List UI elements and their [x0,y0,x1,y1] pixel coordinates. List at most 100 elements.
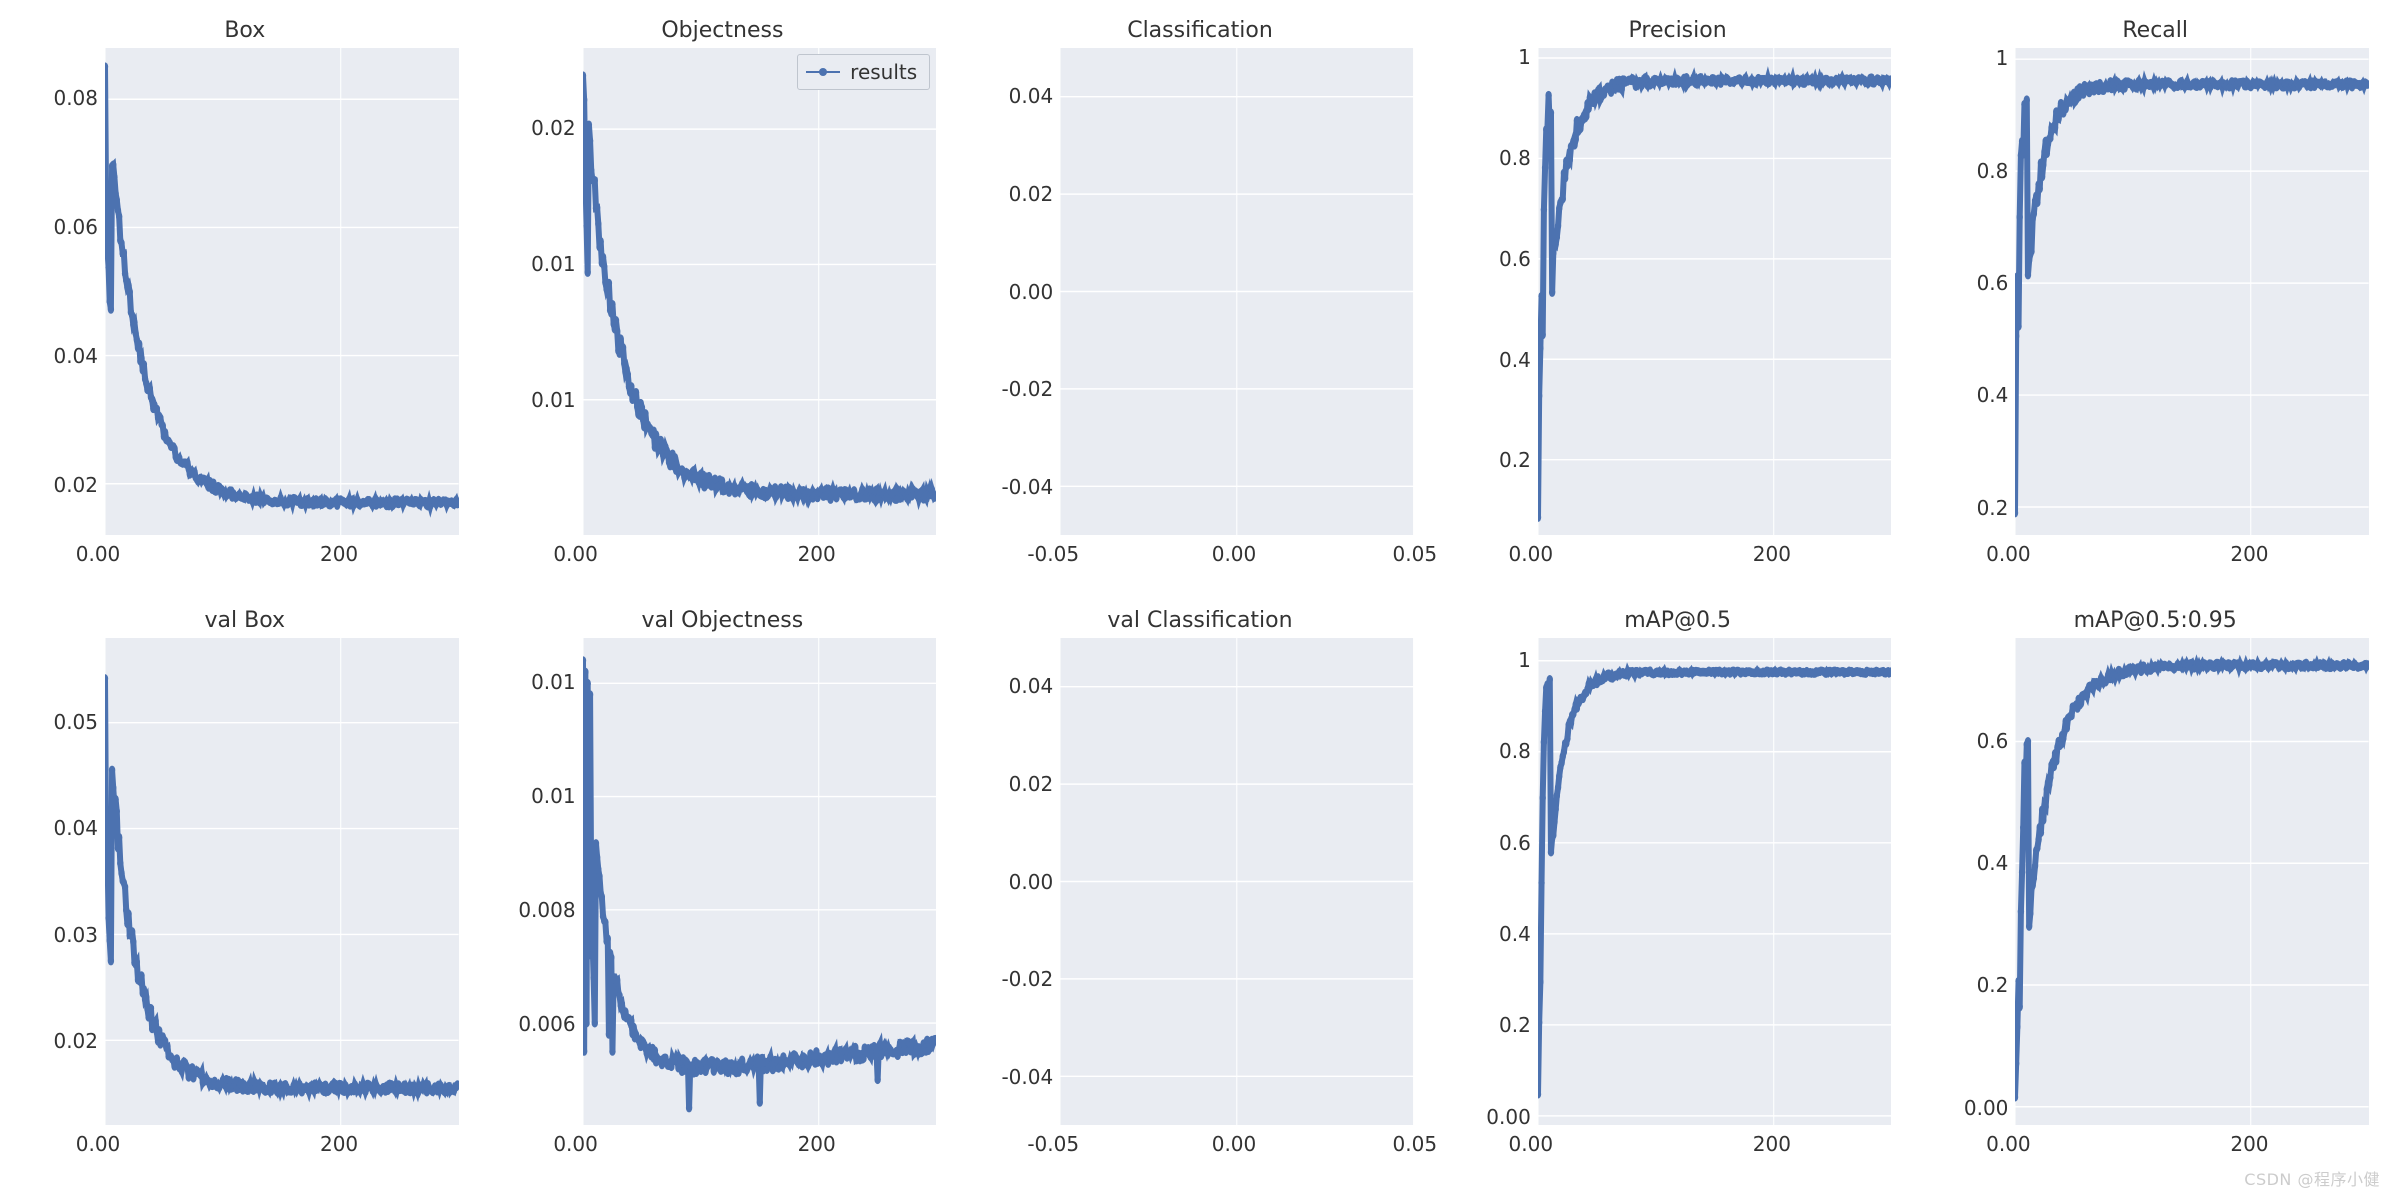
y-tick-label: 0.8 [1499,739,1531,763]
y-tick-label: 0.2 [1499,1013,1531,1037]
y-tick-label: 0.00 [1964,1096,2009,1120]
x-tick-label: 0.05 [1393,1132,1438,1156]
y-tick-label: 0.4 [1499,922,1531,946]
x-ticks: 0.00200 [1531,1126,1893,1158]
series-markers [2015,659,2369,1102]
y-ticks: 0.60.40.20.00 [1940,637,2014,1126]
legend: results [797,54,930,90]
series-line [583,76,935,500]
x-tick-label: 0.00 [1986,542,2031,566]
y-tick-label: -0.04 [1001,1065,1053,1089]
panel-title: mAP@0.5 [1463,608,1893,633]
panel-box: Box0.080.060.040.020.00200 [30,18,460,568]
panel-title: mAP@0.5:0.95 [1940,608,2370,633]
plot-area [2014,47,2370,536]
y-tick-label: 0.05 [53,710,98,734]
panel-val_objectness: val Objectness0.010.010.0080.0060.00200 [508,608,938,1158]
series-line [2015,81,2367,513]
series-line [105,67,457,506]
panel-objectness: Objectness0.020.010.01results0.00200 [508,18,938,568]
x-tick-label: 0.00 [76,542,121,566]
y-tick-label: 0.02 [53,1029,98,1053]
y-tick-label: 0.04 [1009,84,1054,108]
y-tick-label: 0.2 [1499,448,1531,472]
series-markers [583,71,937,504]
y-tick-label: 0.02 [1009,182,1054,206]
panel-map50: mAP@0.510.80.60.40.20.000.00200 [1463,608,1893,1158]
panel-title: Classification [985,18,1415,43]
axes-row: 10.80.60.40.2 [1463,47,1893,536]
panel-title: Recall [1940,18,2370,43]
y-tick-label: -0.04 [1001,475,1053,499]
x-tick-label: 0.00 [1212,1132,1257,1156]
panel-title: val Classification [985,608,1415,633]
panel-title: Precision [1463,18,1893,43]
y-tick-label: 0.8 [1977,159,2009,183]
y-ticks: 0.010.010.0080.006 [508,637,582,1126]
x-tick-label: 200 [2230,1132,2268,1156]
panel-title: val Objectness [508,608,938,633]
y-ticks: 0.080.060.040.02 [30,47,104,536]
y-ticks: 10.80.60.40.2 [1940,47,2014,536]
series-line [1538,671,1890,1095]
y-tick-label: 0.6 [1499,247,1531,271]
x-tick-label: 0.00 [553,542,598,566]
y-ticks: 1 0.8 0.6 0.4 0.2 0.00 [1463,637,1537,1126]
panel-title: Box [30,18,460,43]
y-tick-label: 0.04 [53,816,98,840]
y-tick-label: 1 [1518,45,1531,69]
y-tick-label: 0.00 [1486,1105,1531,1129]
panel-map5095: mAP@0.5:0.950.60.40.20.000.00200 [1940,608,2370,1158]
y-tick-label: 0.6 [1977,271,2009,295]
axes-row: 0.05 0.04 0.03 0.02 [30,637,460,1126]
x-tick-label: 200 [798,1132,836,1156]
y-tick-label: 0.6 [1499,831,1531,855]
x-ticks: -0.050.000.05 [1053,536,1415,568]
y-tick-label: 0.02 [1009,772,1054,796]
x-ticks: 0.00200 [2008,1126,2370,1158]
x-ticks: 0.00200 [576,536,938,568]
y-tick-label: 0.08 [53,86,98,110]
x-ticks: 0.00200 [1531,536,1893,568]
plot-area [104,637,460,1126]
y-ticks: 0.04 0.02 0.00 -0.02 -0.04 [985,47,1059,536]
axes-row: 0.020.010.01results [508,47,938,536]
axes-row: 0.04 0.02 0.00 -0.02 -0.04 [985,47,1415,536]
y-tick-label: -0.02 [1001,377,1053,401]
series-markers [2015,77,2369,518]
plot-area [1537,47,1893,536]
series-markers [105,62,459,510]
panel-classification: Classification 0.04 0.02 0.00 -0.02 -0.04 -0.0… [985,18,1415,568]
y-tick-label: 1 [1996,46,2009,70]
y-ticks: 0.05 0.04 0.03 0.02 [30,637,104,1126]
y-ticks: 0.040.020.00-0.02-0.04 [985,637,1059,1126]
y-tick-label: 0.4 [1977,383,2009,407]
plot-area [582,637,938,1126]
y-tick-label: 0.008 [518,898,575,922]
y-tick-label: 0.01 [531,784,576,808]
axes-row: 1 0.8 0.6 0.4 0.2 0.00 [1463,637,1893,1126]
series-markers [105,674,459,1096]
y-tick-label: 0.2 [1977,973,2009,997]
y-tick-label: 0.01 [531,388,576,412]
y-ticks: 0.020.010.01 [508,47,582,536]
plot-area: results [582,47,938,536]
y-tick-label: 0.00 [1009,280,1054,304]
y-tick-label: 0.01 [531,252,576,276]
x-tick-label: 0.05 [1393,542,1438,566]
y-tick-label: 1 [1518,648,1531,672]
x-ticks: 0.00200 [98,1126,460,1158]
y-tick-label: 0.06 [53,215,98,239]
x-tick-label: 200 [1753,1132,1791,1156]
series-markers [1538,666,1892,1098]
y-tick-label: 0.03 [53,923,98,947]
y-tick-label: 0.006 [518,1012,575,1036]
plot-area [104,47,460,536]
x-tick-label: 0.00 [1509,1132,1554,1156]
axes-row: 0.010.010.0080.006 [508,637,938,1126]
x-tick-label: 200 [320,1132,358,1156]
series-markers [583,656,937,1112]
plot-area [1059,47,1415,536]
x-ticks: 0.00200 [576,1126,938,1158]
panel-precision: Precision 10.80.60.40.20.00200 [1463,18,1893,568]
